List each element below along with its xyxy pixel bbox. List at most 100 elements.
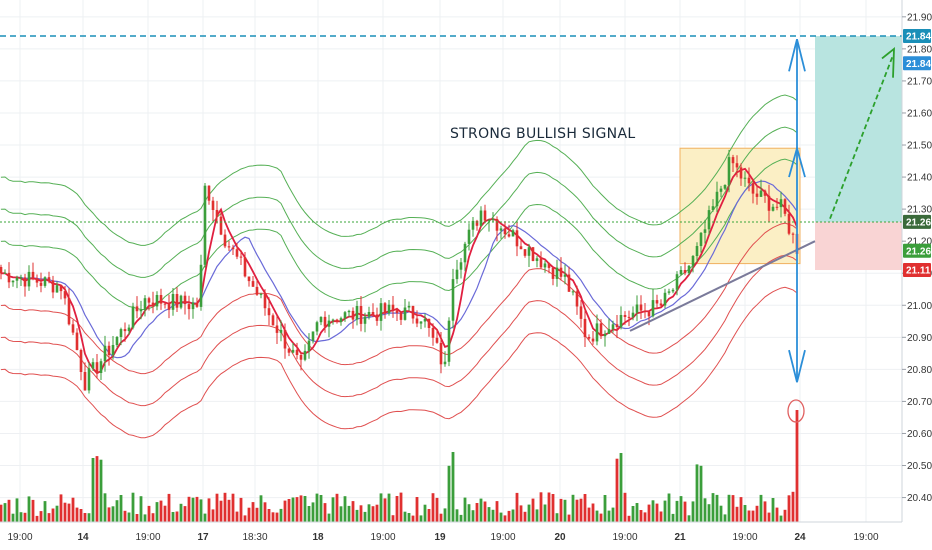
volume-bar [331, 497, 335, 522]
volume-bar [687, 515, 691, 522]
candle-body [387, 304, 391, 314]
volume-bar [151, 513, 155, 522]
candle-body [739, 167, 743, 179]
candle-body [407, 305, 411, 308]
volume-bar [107, 507, 111, 522]
volume-bar [691, 501, 695, 522]
candle-body [595, 323, 599, 342]
stop-price-badge-bg [903, 263, 931, 277]
candle-body [223, 234, 227, 247]
candle-body [95, 362, 99, 373]
candle-body [111, 345, 115, 355]
x-tick-label-10: 19:00 [612, 532, 637, 543]
candle-body [51, 280, 55, 293]
candle-body [3, 272, 7, 274]
volume-bar [275, 512, 279, 522]
volume-bar [707, 504, 711, 522]
volume-bar [619, 453, 623, 522]
volume-bar [163, 505, 167, 522]
volume-bar [75, 507, 79, 522]
volume-bar [315, 493, 319, 522]
volume-bar [387, 493, 391, 522]
volume-bar [743, 505, 747, 522]
candle-body [735, 163, 739, 168]
candle-body [115, 337, 119, 346]
volume-bar [239, 497, 243, 522]
volume-bar [431, 493, 435, 522]
y-tick-label-3: 21.60 [907, 109, 932, 120]
candle-body [475, 220, 479, 226]
x-tick-label-8: 19:00 [490, 532, 515, 543]
candle-body [147, 298, 151, 303]
x-tick-label-3: 17 [197, 532, 209, 543]
candle-body [163, 303, 167, 305]
candle-body [131, 306, 135, 328]
volume-bar [487, 507, 491, 522]
candle-body [471, 220, 475, 230]
candle-body [539, 258, 543, 268]
candle-body [279, 329, 283, 333]
volume-bar [59, 494, 63, 522]
candle-body [723, 185, 727, 189]
candle-body [679, 270, 683, 275]
candle-body [431, 328, 435, 338]
volume-bar [695, 464, 699, 522]
volume-bar [491, 509, 495, 522]
volume-bar [499, 512, 503, 522]
candle-body [319, 316, 323, 323]
candle-body [531, 247, 535, 261]
candle-body [763, 190, 767, 196]
volume-bar [279, 508, 283, 522]
volume-bar [503, 515, 507, 522]
candle-body [87, 368, 91, 391]
volume-bar [739, 497, 743, 522]
candle-body [479, 210, 483, 226]
candle-body [687, 265, 691, 274]
candle-body [159, 295, 163, 304]
volume-spike-circle [787, 399, 805, 423]
volume-bar [27, 496, 31, 522]
candle-body [563, 274, 567, 277]
volume-bar [595, 510, 599, 522]
lower-band-2 [0, 254, 798, 407]
volume-bar [783, 509, 787, 522]
volume-bar [407, 513, 411, 522]
volume-bar [583, 494, 587, 522]
candle-body [555, 267, 559, 279]
candle-body [511, 230, 515, 237]
candle-body [791, 233, 795, 235]
target-price-badge-alt-bg [903, 56, 931, 71]
volume-bar [187, 496, 191, 522]
grid-lines [0, 0, 902, 522]
annotation-drawings [629, 39, 895, 423]
volume-bar [479, 498, 483, 522]
volume-bar [575, 499, 579, 522]
volume-bar [671, 513, 675, 522]
candle-body [423, 318, 427, 322]
candle-body [391, 304, 395, 311]
stop-loss-zone [815, 221, 902, 271]
y-tick-label-2: 21.70 [907, 76, 932, 87]
candle-body [323, 316, 327, 327]
volume-bar [363, 511, 367, 522]
volume-bar [203, 513, 207, 522]
candle-body [699, 232, 703, 246]
volume-bar [775, 507, 779, 522]
volume-bar [227, 499, 231, 522]
volume-bar [611, 507, 615, 522]
y-tick-label-4: 21.50 [907, 141, 932, 152]
volume-bar [627, 515, 631, 522]
x-tick-label-2: 19:00 [135, 532, 160, 543]
candle-body [347, 310, 351, 313]
candle-body [623, 315, 627, 317]
candle-body [591, 338, 595, 342]
volume-bar [47, 513, 51, 522]
volume-bar [39, 511, 43, 522]
volume-bar [379, 493, 383, 522]
volume-bar [183, 506, 187, 522]
candle-body [99, 361, 103, 373]
volume-bar [519, 505, 523, 522]
volume-bar [759, 494, 763, 522]
volume-bar [7, 499, 11, 522]
candle-body [667, 291, 671, 293]
